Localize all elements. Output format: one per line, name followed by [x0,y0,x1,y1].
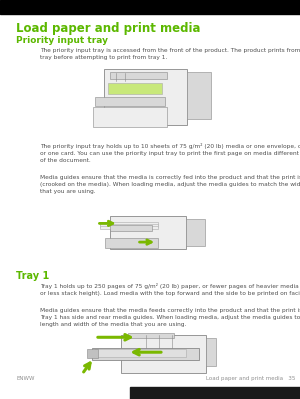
Bar [95,349,186,357]
Bar [121,335,206,373]
Text: Tray 1: Tray 1 [16,271,50,281]
Bar [93,107,167,127]
Bar [110,225,152,231]
Text: Media guides ensure that the media feeds correctly into the product and that the: Media guides ensure that the media feeds… [40,308,300,327]
Text: Load paper and print media: Load paper and print media [16,22,201,35]
Bar [110,72,167,79]
Bar [104,69,187,125]
Bar [100,224,158,227]
Text: Load paper and print media   35: Load paper and print media 35 [206,376,295,381]
Bar [187,72,211,119]
Text: The priority input tray is accessed from the front of the product. The product p: The priority input tray is accessed from… [40,48,300,60]
Bar [110,216,186,249]
Bar [87,349,98,358]
Bar [128,333,174,338]
Text: ENWW: ENWW [16,376,35,381]
Text: Media guides ensure that the media is correctly fed into the product and that th: Media guides ensure that the media is co… [40,175,300,194]
Bar [92,348,199,359]
Bar [100,226,158,229]
Text: Tray 1 holds up to 250 pages of 75 g/m² (20 lb) paper, or fewer pages of heavier: Tray 1 holds up to 250 pages of 75 g/m² … [40,283,300,296]
Text: Priority input tray: Priority input tray [16,36,109,45]
Bar [206,338,216,366]
Bar [105,238,158,248]
Bar [186,219,205,246]
Bar [95,97,165,106]
Bar [0,0,300,14]
Bar [130,387,300,399]
Bar [100,222,158,225]
Text: The priority input tray holds up to 10 sheets of 75 g/m² (20 lb) media or one en: The priority input tray holds up to 10 s… [40,143,300,163]
Bar [108,83,162,94]
